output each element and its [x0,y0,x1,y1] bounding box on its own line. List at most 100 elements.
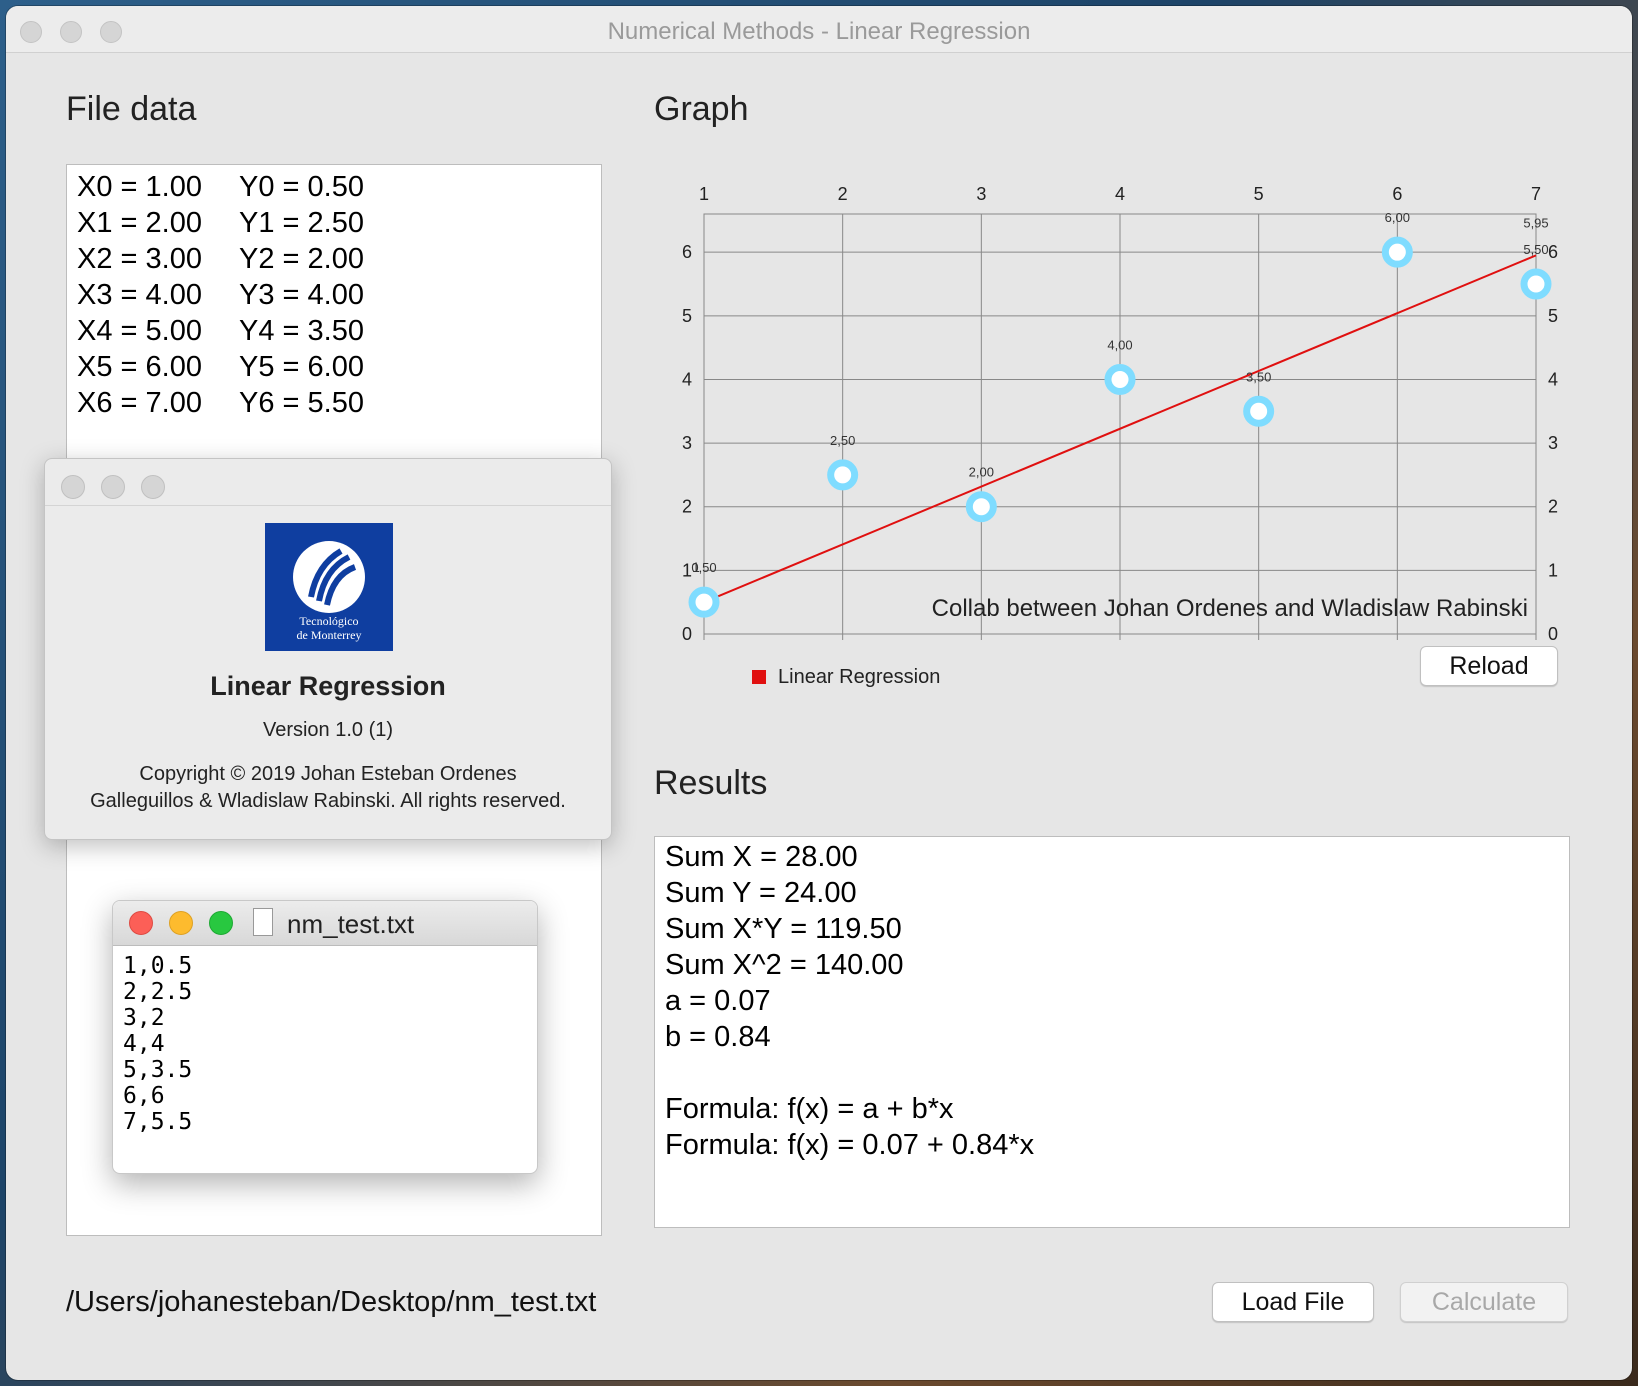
file-data-row: X3 = 4.00 Y3 = 4.00 [77,277,591,313]
data-point-label: 0,50 [691,560,716,575]
file-data-x: X4 = 5.00 [77,315,202,347]
about-copyright-line1: Copyright © 2019 Johan Esteban Ordenes [139,763,517,785]
x-tick-label: 5 [1254,184,1264,204]
y-tick-label-left: 0 [682,624,692,644]
load-file-button[interactable]: Load File [1212,1282,1374,1322]
file-data-x: X5 = 6.00 [77,351,202,383]
file-data-row: X5 = 6.00 Y5 = 6.00 [77,349,591,385]
legend-label: Linear Regression [778,666,940,688]
results-panel[interactable]: Sum X = 28.00 Sum Y = 24.00 Sum X*Y = 119.… [654,836,1570,1228]
about-copyright: Copyright © 2019 Johan Esteban Ordenes G… [45,761,611,815]
file-data-x: X1 = 2.00 [77,207,202,239]
about-minimize-button[interactable] [101,475,125,499]
y-tick-label-left: 5 [682,306,692,326]
data-point-label: 3,50 [1246,369,1271,384]
x-tick-label: 2 [838,184,848,204]
about-zoom-button[interactable] [141,475,165,499]
file-data-row: X6 = 7.00 Y6 = 5.50 [77,385,591,421]
about-copyright-line2: Galleguillos & Wladislaw Rabinski. All r… [90,790,566,812]
data-point [1243,395,1275,427]
file-data-x: X6 = 7.00 [77,387,202,419]
file-data-row: X1 = 2.00 Y1 = 2.50 [77,205,591,241]
file-data-row: X2 = 3.00 Y2 = 2.00 [77,241,591,277]
y-tick-label-left: 6 [682,242,692,262]
result-line: Sum X*Y = 119.50 [665,913,902,945]
about-close-button[interactable] [61,475,85,499]
about-dialog: Tecnológico de Monterrey Linear Regressi… [44,458,612,840]
regression-end-label: 5,95 [1523,215,1548,230]
text-minimize-button[interactable] [169,911,193,935]
x-tick-label: 3 [976,184,986,204]
regression-line [703,254,1537,604]
x-tick-label: 6 [1392,184,1402,204]
text-file-name: nm_test.txt [287,909,415,939]
text-file-content[interactable]: 1,0.5 2,2.5 3,2 4,4 5,3.5 6,6 7,5.5 [123,953,193,1135]
file-data-x: X0 = 1.00 [77,171,202,203]
zoom-button[interactable] [100,21,122,43]
graph-heading: Graph [654,90,749,128]
data-point-label: 2,50 [830,433,855,448]
data-point [688,586,720,618]
data-point-label: 2,00 [969,465,994,480]
data-point-label: 4,00 [1107,337,1132,352]
results-heading: Results [654,764,768,802]
results-list: Sum X = 28.00 Sum Y = 24.00 Sum X*Y = 119.… [655,837,1569,1165]
result-line: b = 0.84 [665,1021,771,1053]
about-version: Version 1.0 (1) [262,719,394,741]
file-path-label: /Users/johanesteban/Desktop/nm_test.txt [66,1286,597,1318]
y-tick-label-right: 1 [1548,560,1558,580]
data-point [827,459,859,491]
text-close-button[interactable] [129,911,153,935]
title-bar: Numerical Methods - Linear Regression [6,6,1632,53]
y-tick-label-left: 3 [682,433,692,453]
result-line: Sum X = 28.00 [665,841,858,873]
data-point [965,491,997,523]
file-data-heading: File data [66,90,197,128]
result-line: Sum X^2 = 140.00 [665,949,904,981]
file-data-y: Y2 = 2.00 [239,243,364,275]
legend-swatch [752,670,766,684]
file-data-y: Y0 = 0.50 [239,171,364,203]
result-line [665,1055,1559,1091]
y-tick-label-right: 0 [1548,624,1558,644]
text-file-window: nm_test.txt 1,0.5 2,2.5 3,2 4,4 5,3.5 6,… [112,900,538,1174]
document-icon [253,908,273,936]
file-data-x: X2 = 3.00 [77,243,202,275]
logo-text-line1: Tecnológico [299,614,358,628]
reload-button[interactable]: Reload [1420,646,1558,686]
x-tick-label: 7 [1531,184,1541,204]
y-tick-label-right: 4 [1548,369,1558,389]
file-data-y: Y4 = 3.50 [239,315,364,347]
data-point-label: 5,50 [1523,242,1548,257]
text-zoom-button[interactable] [209,911,233,935]
result-line: Formula: f(x) = a + b*x [665,1093,954,1125]
text-file-title-bar: nm_test.txt [113,901,537,946]
y-tick-label-right: 6 [1548,242,1558,262]
data-point-label: 6,00 [1385,210,1410,225]
result-line: Formula: f(x) = 0.07 + 0.84*x [665,1129,1035,1161]
result-line: Sum Y = 24.00 [665,877,857,909]
data-point [1381,236,1413,268]
file-data-y: Y6 = 5.50 [239,387,364,419]
data-point [1104,363,1136,395]
file-data-x: X3 = 4.00 [77,279,202,311]
x-tick-label: 1 [699,184,709,204]
y-tick-label-right: 2 [1548,497,1558,517]
file-data-y: Y1 = 2.50 [239,207,364,239]
data-point [1520,268,1552,300]
chart-annotation: Collab between Johan Ordenes and Wladisl… [932,595,1528,622]
about-app-name: Linear Regression [210,671,446,701]
minimize-button[interactable] [60,21,82,43]
file-data-y: Y3 = 4.00 [239,279,364,311]
calculate-button: Calculate [1400,1282,1568,1322]
start-label: 1 [692,559,700,575]
file-data-row: X4 = 5.00 Y4 = 3.50 [77,313,591,349]
y-tick-label-left: 2 [682,497,692,517]
result-line: a = 0.07 [665,985,771,1017]
regression-chart: 0 01 12 23 34 45 56 61 2 3 4 5 6 75,9510,502,502,004,… [682,184,1558,688]
close-button[interactable] [20,21,42,43]
y-tick-label-left: 4 [682,369,692,389]
file-data-y: Y5 = 6.00 [239,351,364,383]
logo-text-line2: de Monterrey [297,628,362,642]
x-tick-label: 4 [1115,184,1125,204]
